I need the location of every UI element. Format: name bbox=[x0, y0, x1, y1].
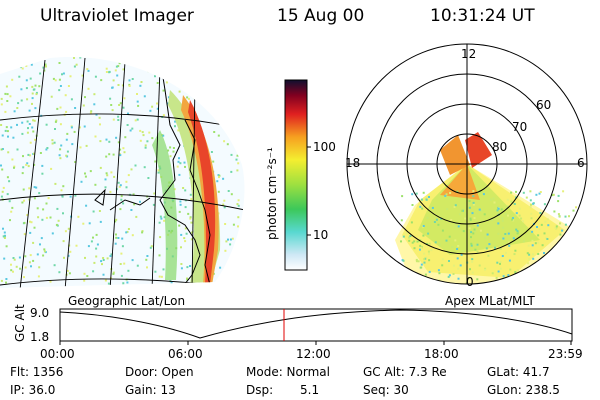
instrument-title: Ultraviolet Imager bbox=[40, 6, 194, 26]
flight-number: Flt: 1356 bbox=[10, 365, 64, 379]
gc-altitude-curve bbox=[59, 309, 573, 339]
colorbar bbox=[284, 79, 311, 271]
y-tick-1.8: 1.8 bbox=[30, 330, 50, 344]
geographic-latlon-title: Geographic Lat/Lon bbox=[68, 294, 186, 308]
time-label: 10:31:24 UT bbox=[430, 6, 535, 26]
lat-label-70: 70 bbox=[512, 120, 528, 134]
lat-label-80: 80 bbox=[492, 140, 508, 154]
mlt-label-6: 6 bbox=[577, 156, 585, 170]
sequence-value: Seq: 30 bbox=[363, 383, 409, 397]
mlt-label-18: 18 bbox=[345, 156, 361, 170]
date-label: 15 Aug 00 bbox=[277, 6, 365, 26]
colorbar-tick-100: 100 bbox=[313, 140, 336, 154]
mlt-label-0: 0 bbox=[466, 275, 474, 289]
x-tick-1200: 12:00 bbox=[296, 347, 331, 361]
geographic-auroral-image bbox=[0, 56, 245, 289]
door-status: Door: Open bbox=[125, 365, 194, 379]
x-tick-0000: 00:00 bbox=[40, 347, 75, 361]
colorbar-tick-10: 10 bbox=[313, 228, 329, 242]
gc-altitude-timeline bbox=[59, 308, 573, 345]
gain-value: Gain: 13 bbox=[125, 383, 176, 397]
colorbar-unit-label: photon cm⁻²s⁻¹ bbox=[265, 147, 279, 240]
gc-altitude-value: GC Alt: 7.3 Re bbox=[363, 365, 447, 379]
mode-value: Mode: Normal bbox=[246, 365, 330, 379]
dsp-label: Dsp: bbox=[246, 383, 274, 397]
geographic-latitude: GLat: 41.7 bbox=[487, 365, 550, 379]
apex-mlat-mlt-title: Apex MLat/MLT bbox=[445, 294, 535, 308]
mlt-label-12: 12 bbox=[461, 47, 477, 61]
polar-mlat-mlt-plot bbox=[346, 43, 588, 285]
lat-label-60: 60 bbox=[536, 98, 552, 112]
x-tick-2359: 23:59 bbox=[548, 347, 583, 361]
ip-value: IP: 36.0 bbox=[10, 383, 56, 397]
geographic-longitude: GLon: 238.5 bbox=[487, 383, 560, 397]
y-tick-9: 9.0 bbox=[30, 306, 50, 320]
x-tick-1800: 18:00 bbox=[424, 347, 459, 361]
gc-alt-axis-label: GC Alt bbox=[13, 304, 27, 342]
x-tick-0600: 06:00 bbox=[168, 347, 203, 361]
dsp-value: 5.1 bbox=[300, 383, 320, 397]
